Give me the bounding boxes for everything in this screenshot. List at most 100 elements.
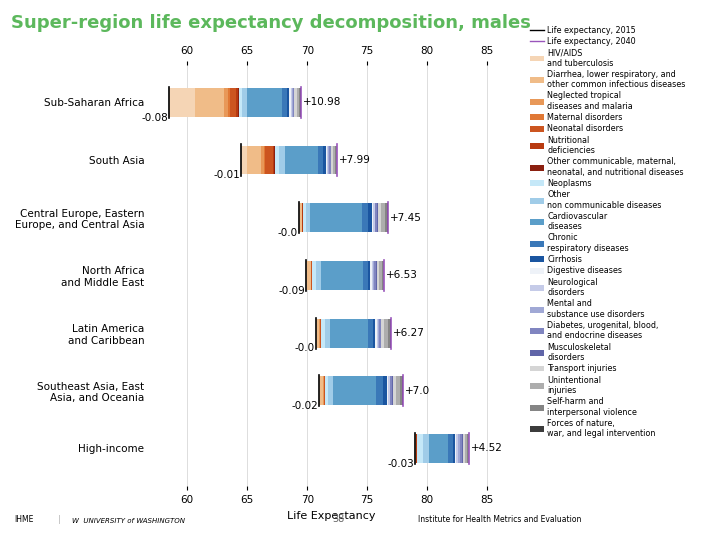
Bar <box>376 376 383 405</box>
Bar <box>306 203 310 232</box>
Bar <box>297 88 299 117</box>
Text: -0.08: -0.08 <box>142 113 168 123</box>
Text: -0.0: -0.0 <box>278 228 298 238</box>
Bar <box>291 88 292 117</box>
Bar <box>374 261 376 290</box>
Text: Super-region life expectancy decomposition, males: Super-region life expectancy decompositi… <box>11 14 531 31</box>
Bar <box>292 88 294 117</box>
Bar <box>369 203 372 232</box>
Bar <box>363 261 369 290</box>
Bar <box>307 261 311 290</box>
Bar <box>400 376 402 405</box>
Text: -0.0: -0.0 <box>295 343 315 354</box>
Bar <box>274 146 275 174</box>
Bar <box>465 434 467 463</box>
Bar <box>264 146 265 174</box>
Bar <box>387 376 388 405</box>
Bar <box>302 203 306 232</box>
Bar <box>272 146 274 174</box>
Bar <box>261 146 264 174</box>
Bar <box>375 319 377 348</box>
Bar <box>242 88 247 117</box>
Bar <box>372 261 373 290</box>
Bar <box>462 434 464 463</box>
Bar <box>372 203 373 232</box>
Text: -0.03: -0.03 <box>387 459 414 469</box>
Bar <box>383 376 387 405</box>
Bar <box>368 319 373 348</box>
Text: 38: 38 <box>332 514 345 524</box>
Bar <box>381 319 384 348</box>
Bar <box>336 146 337 174</box>
Bar <box>300 203 302 232</box>
Text: +7.0: +7.0 <box>405 386 430 396</box>
Bar <box>333 146 336 174</box>
Bar <box>299 203 300 232</box>
Bar <box>379 319 381 348</box>
Bar <box>330 319 368 348</box>
Bar <box>392 376 396 405</box>
Bar <box>390 376 392 405</box>
Bar <box>402 376 403 405</box>
Bar <box>305 261 306 290</box>
Bar <box>361 203 369 232</box>
Bar <box>429 434 448 463</box>
Bar <box>328 376 333 405</box>
Bar <box>325 376 328 405</box>
Bar <box>306 261 307 290</box>
Text: -0.09: -0.09 <box>279 286 305 296</box>
Bar <box>375 203 377 232</box>
Bar <box>396 376 400 405</box>
Bar <box>417 434 423 463</box>
Bar <box>464 434 465 463</box>
X-axis label: Life Expectancy: Life Expectancy <box>287 511 375 521</box>
Bar <box>369 261 370 290</box>
Bar <box>321 319 325 348</box>
Bar <box>168 88 169 117</box>
Bar <box>241 146 247 174</box>
Bar <box>282 88 287 117</box>
Bar <box>316 261 321 290</box>
Bar <box>287 88 289 117</box>
Bar <box>317 319 320 348</box>
Bar <box>310 203 361 232</box>
Bar <box>236 88 238 117</box>
Text: -0.02: -0.02 <box>292 401 318 411</box>
Bar <box>289 88 291 117</box>
Bar <box>390 319 391 348</box>
Text: -0.01: -0.01 <box>214 171 240 180</box>
Bar <box>247 146 261 174</box>
Bar <box>373 203 374 232</box>
Bar <box>300 88 301 117</box>
Bar <box>384 203 387 232</box>
Bar <box>316 319 317 348</box>
Bar <box>388 376 390 405</box>
Bar <box>327 146 328 174</box>
Bar <box>382 261 384 290</box>
Bar <box>228 88 230 117</box>
Bar <box>247 88 282 117</box>
Bar <box>370 261 372 290</box>
Text: +6.27: +6.27 <box>393 328 425 338</box>
Bar <box>321 261 363 290</box>
Bar <box>285 146 318 174</box>
Bar <box>224 88 228 117</box>
Bar <box>423 434 429 463</box>
Bar <box>195 88 224 117</box>
Bar <box>333 376 376 405</box>
Bar <box>319 376 320 405</box>
Text: Institute for Health Metrics and Evaluation: Institute for Health Metrics and Evaluat… <box>418 515 581 524</box>
Bar <box>320 376 323 405</box>
Text: W  UNIVERSITY of WASHINGTON: W UNIVERSITY of WASHINGTON <box>72 518 185 524</box>
Bar <box>387 319 390 348</box>
Bar <box>415 434 416 463</box>
Bar <box>329 146 330 174</box>
Bar <box>377 319 378 348</box>
Text: |: | <box>58 515 60 524</box>
Text: +4.52: +4.52 <box>471 443 503 454</box>
Bar <box>169 88 195 117</box>
Bar <box>459 434 462 463</box>
Bar <box>299 88 300 117</box>
Bar <box>387 203 388 232</box>
Legend: Life expectancy, 2015, Life expectancy, 2040, HIV/AIDS
and tuberculosis, Diarrhe: Life expectancy, 2015, Life expectancy, … <box>530 25 685 438</box>
